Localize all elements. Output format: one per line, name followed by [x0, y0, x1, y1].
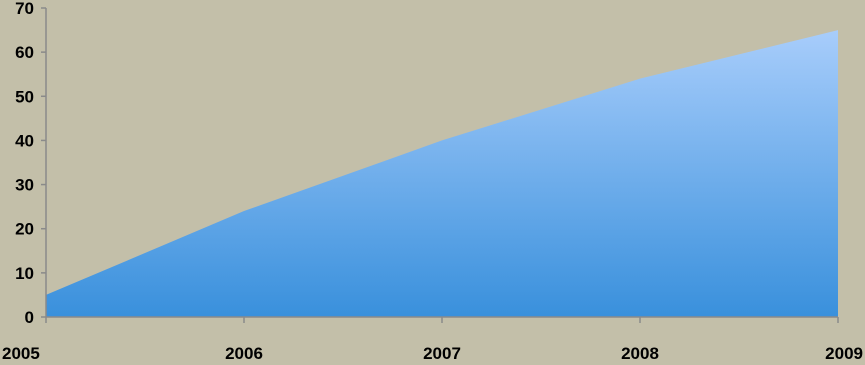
y-tick-label: 40 — [15, 131, 34, 150]
x-tick-label: 2007 — [423, 344, 461, 363]
y-tick-label: 70 — [15, 0, 34, 18]
y-tick-label: 30 — [15, 176, 34, 195]
y-tick-label: 20 — [15, 220, 34, 239]
x-tick-label: 2009 — [825, 344, 863, 363]
y-tick-label: 50 — [15, 87, 34, 106]
x-tick-label: 2008 — [621, 344, 659, 363]
y-tick-label: 0 — [25, 308, 34, 327]
y-tick-label: 10 — [15, 264, 34, 283]
x-tick-label: 2005 — [2, 344, 40, 363]
y-tick-label: 60 — [15, 43, 34, 62]
x-tick-label: 2006 — [225, 344, 263, 363]
